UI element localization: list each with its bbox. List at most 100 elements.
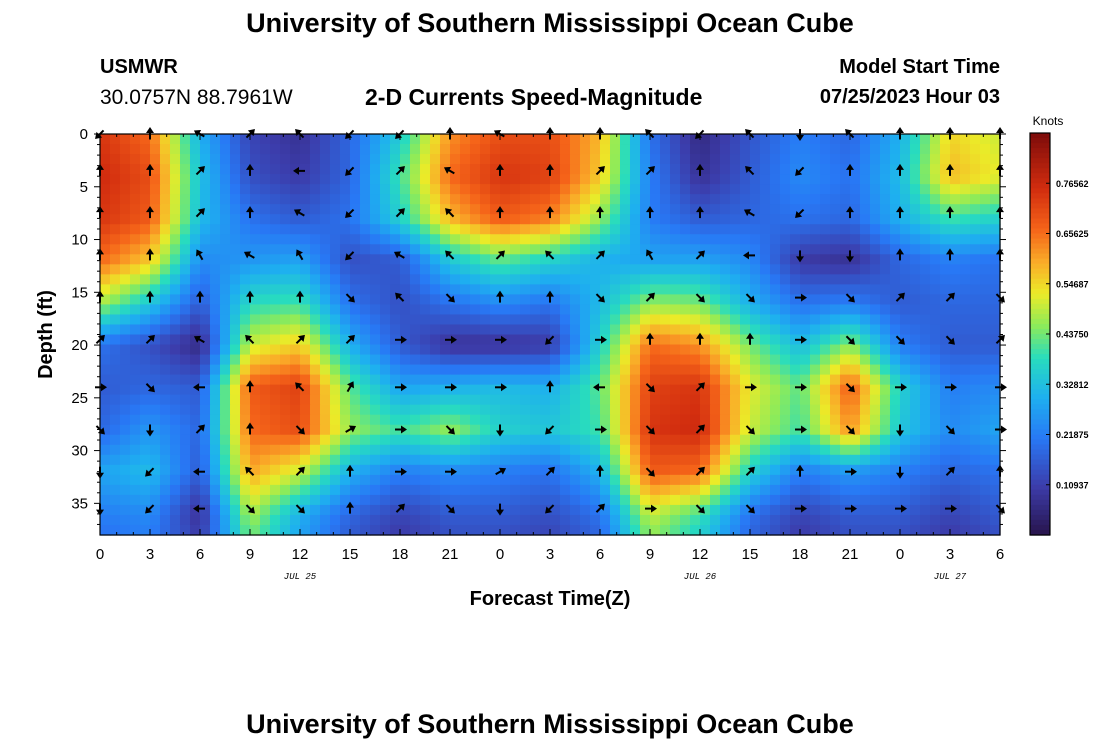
- heatmap-cell: [500, 354, 511, 366]
- heatmap-cell: [470, 314, 481, 326]
- heatmap-cell: [230, 384, 241, 396]
- heatmap-cell: [850, 274, 861, 285]
- heatmap-cell: [920, 144, 931, 155]
- heatmap-cell: [880, 464, 891, 476]
- heatmap-cell: [390, 444, 401, 456]
- heatmap-cell: [660, 404, 671, 416]
- heatmap-cell: [480, 144, 491, 155]
- heatmap-cell: [370, 504, 381, 516]
- arrow-head: [401, 383, 407, 392]
- heatmap-cell: [120, 484, 131, 496]
- heatmap-cell: [290, 144, 301, 155]
- heatmap-cell: [350, 224, 361, 235]
- current-arrow: [293, 166, 305, 175]
- heatmap-cell: [280, 404, 291, 416]
- heatmap-cell: [170, 274, 181, 285]
- heatmap-cell: [220, 404, 231, 416]
- heatmap-cell: [190, 174, 201, 185]
- heatmap-cell: [540, 234, 551, 245]
- heatmap-cell: [900, 364, 911, 376]
- heatmap-cell: [530, 194, 541, 205]
- heatmap-cell: [190, 154, 201, 165]
- heatmap-cell: [200, 354, 211, 366]
- current-arrow: [146, 163, 154, 176]
- heatmap-cell: [830, 154, 841, 165]
- heatmap-cell: [980, 524, 991, 536]
- arrow-head: [597, 250, 605, 258]
- heatmap-cell: [830, 324, 841, 336]
- heatmap-cell: [490, 164, 501, 175]
- heatmap-cell: [440, 184, 451, 195]
- heatmap-cell: [750, 334, 761, 346]
- heatmap-cell: [140, 384, 151, 396]
- heatmap-cell: [880, 314, 891, 326]
- heatmap-cell: [550, 174, 561, 185]
- heatmap-cell: [750, 294, 761, 306]
- heatmap-cell: [790, 394, 801, 406]
- heatmap-cell: [300, 294, 311, 306]
- current-arrow: [295, 334, 305, 345]
- heatmap-cell: [630, 484, 641, 496]
- current-arrow: [295, 504, 305, 514]
- heatmap-cell: [870, 464, 881, 476]
- heatmap-cell: [230, 184, 241, 195]
- heatmap-cell: [530, 314, 541, 326]
- heatmap-cell: [530, 424, 541, 436]
- heatmap-cell: [960, 164, 971, 175]
- heatmap-cell: [920, 414, 931, 426]
- heatmap-cell: [470, 404, 481, 416]
- heatmap-cell: [130, 204, 141, 215]
- arrow-head: [696, 206, 704, 213]
- heatmap-cell: [420, 414, 431, 426]
- heatmap-cell: [890, 504, 901, 516]
- heatmap-cell: [160, 394, 171, 406]
- heatmap-cell: [210, 524, 221, 536]
- heatmap-cell: [300, 314, 311, 326]
- heatmap-cell: [750, 524, 761, 536]
- heatmap-cell: [750, 234, 761, 245]
- heatmap-cell: [300, 204, 311, 215]
- heatmap-cell: [170, 284, 181, 296]
- heatmap-cell: [340, 364, 351, 376]
- heatmap-cell: [810, 284, 821, 296]
- current-arrow: [645, 467, 655, 477]
- heatmap-cell: [260, 454, 271, 466]
- heatmap-cell: [500, 424, 511, 436]
- heatmap-cell: [530, 384, 541, 396]
- heatmap-cell: [500, 394, 511, 406]
- heatmap-cell: [630, 304, 641, 316]
- heatmap-cell: [500, 134, 511, 145]
- heatmap-cell: [910, 174, 921, 185]
- heatmap-cell: [250, 204, 261, 215]
- heatmap-cell: [470, 264, 481, 275]
- heatmap-cell: [440, 174, 451, 185]
- heatmap-cell: [980, 234, 991, 245]
- heatmap-cell: [270, 284, 281, 296]
- heatmap-cell: [150, 214, 161, 225]
- y-tick-label: 10: [71, 232, 88, 249]
- heatmap-cell: [460, 404, 471, 416]
- heatmap-cell: [440, 324, 451, 336]
- heatmap-cell: [470, 224, 481, 235]
- heatmap-cell: [760, 304, 771, 316]
- heatmap-cell: [900, 174, 911, 185]
- heatmap-cell: [400, 414, 411, 426]
- colorbar-segment: [1030, 509, 1050, 516]
- heatmap-cell: [350, 234, 361, 245]
- heatmap-cell: [210, 454, 221, 466]
- x-tick-label: 12: [292, 546, 309, 563]
- heatmap-cell: [460, 524, 471, 536]
- heatmap-cell: [700, 154, 711, 165]
- heatmap-cell: [390, 244, 401, 255]
- heatmap-cell: [830, 224, 841, 235]
- heatmap-cell: [530, 404, 541, 416]
- heatmap-cell: [680, 414, 691, 426]
- heatmap-cell: [370, 164, 381, 175]
- heatmap-cell: [380, 324, 391, 336]
- heatmap-cell: [280, 434, 291, 446]
- heatmap-cell: [380, 294, 391, 306]
- heatmap-cell: [930, 524, 941, 536]
- heatmap-cell: [200, 524, 211, 536]
- colorbar-segment: [1030, 464, 1050, 471]
- heatmap-cell: [130, 224, 141, 235]
